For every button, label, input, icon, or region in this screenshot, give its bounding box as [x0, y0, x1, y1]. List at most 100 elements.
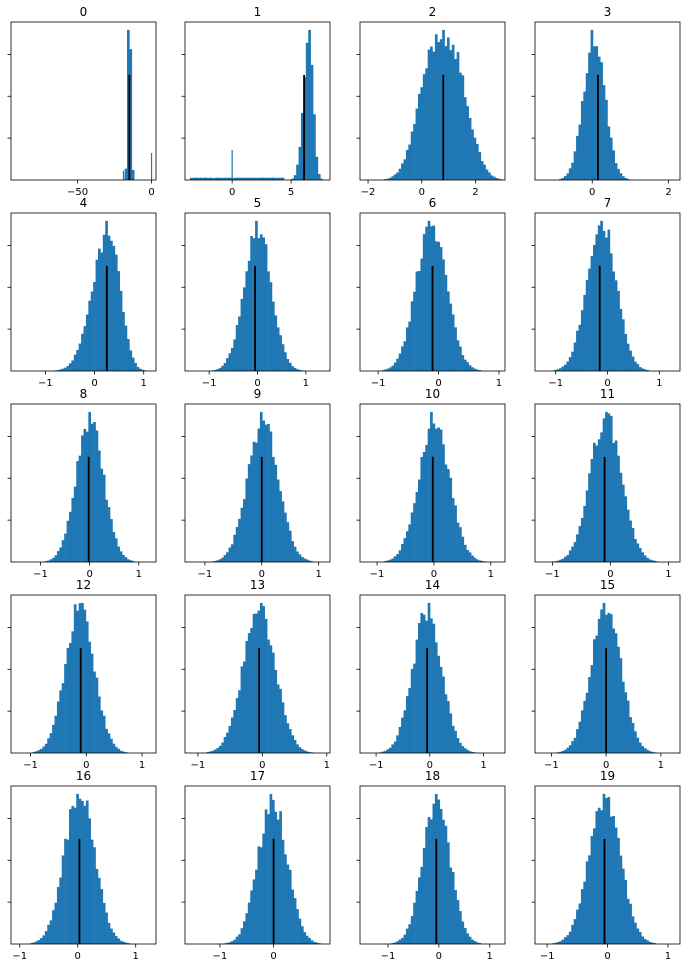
histogram-bar — [264, 809, 268, 944]
histogram-bar — [447, 842, 450, 944]
histogram-bar — [233, 339, 236, 371]
histogram-bar — [40, 748, 43, 753]
histogram-bar — [284, 352, 287, 371]
histogram-bar — [578, 903, 582, 944]
histogram-bar — [415, 639, 419, 753]
histogram-bar — [456, 738, 460, 753]
histogram-bar — [129, 350, 133, 371]
histogram-bar — [105, 499, 108, 562]
histogram-bar — [228, 547, 232, 562]
x-tick-label: 0 — [604, 378, 610, 389]
histogram-bar — [73, 486, 77, 562]
histogram-bar — [47, 560, 50, 562]
histogram-bar — [223, 737, 227, 753]
histogram-bar — [405, 928, 409, 944]
histogram-bar — [66, 520, 70, 562]
histogram-bar — [264, 177, 268, 180]
histogram-bar — [597, 807, 601, 944]
histogram-bar — [561, 178, 565, 180]
histogram-bar — [102, 234, 106, 371]
histogram-bar — [238, 690, 241, 753]
histogram-bar — [622, 868, 625, 944]
histogram-bar — [216, 748, 220, 753]
histogram-bar — [267, 177, 270, 180]
histogram-bar — [588, 52, 591, 181]
histogram-bar — [286, 522, 290, 562]
histogram-bar — [233, 939, 236, 944]
histogram-bar — [221, 177, 224, 180]
histogram-bar — [393, 174, 397, 180]
histogram-bar — [386, 749, 390, 753]
histogram-bar — [49, 733, 53, 753]
histogram-bar — [71, 631, 75, 753]
histogram-bar — [141, 369, 145, 371]
histogram-bar — [631, 356, 635, 371]
histogram-bar — [73, 354, 77, 371]
histogram-bar — [648, 559, 652, 562]
subplot-16: −1 0 1 16 — [7, 769, 157, 962]
x-tick-label: −1 — [540, 951, 555, 962]
histogram-bar — [76, 793, 79, 944]
histogram-bar — [110, 738, 113, 753]
histogram-bar — [305, 751, 309, 753]
histogram-bar — [317, 943, 321, 944]
histogram-bar — [554, 369, 557, 371]
histogram-bar — [90, 839, 94, 944]
histogram-bar — [98, 248, 101, 371]
histogram-bar — [451, 872, 455, 944]
histogram-bar — [403, 710, 407, 753]
histogram-bar — [259, 847, 263, 944]
histogram-bar — [593, 46, 596, 180]
histogram-bar — [291, 178, 294, 180]
histogram-bar — [214, 560, 217, 562]
histogram-bar — [561, 558, 565, 562]
histogram-bar — [281, 839, 285, 944]
histogram-bar — [617, 455, 620, 562]
histogram-bar — [478, 942, 482, 944]
x-tick-label: 0 — [83, 760, 89, 771]
histogram-bar — [427, 817, 431, 944]
subplot-title: 12 — [76, 578, 91, 592]
histogram-bar — [430, 618, 433, 753]
histogram-bar — [243, 287, 246, 371]
histogram-bar — [576, 135, 579, 180]
histogram-bar — [432, 423, 436, 562]
x-tick-label: 1 — [480, 760, 486, 771]
histogram-bar — [651, 751, 654, 753]
histogram-bar — [214, 177, 217, 180]
histogram-bar — [90, 423, 94, 562]
histogram-bar — [269, 177, 273, 180]
histogram-bar — [590, 29, 594, 181]
histogram-bar — [214, 749, 217, 753]
subplot-8: −1 0 1 8 — [7, 387, 157, 580]
histogram-bar — [564, 937, 567, 944]
histogram-bar — [298, 146, 302, 180]
histogram-bar — [408, 321, 411, 371]
histogram-bar — [235, 936, 239, 944]
histogram-bar — [573, 542, 577, 562]
histogram-bar — [250, 236, 253, 371]
histogram-bar — [646, 749, 649, 753]
subplot-10: −1 0 1 10 — [356, 387, 506, 580]
axes-frame — [184, 594, 331, 754]
histogram-bar — [463, 748, 467, 753]
histogram-bar — [88, 411, 91, 562]
histogram-bar — [456, 52, 460, 180]
histogram-bar — [293, 546, 297, 562]
histogram-bar — [230, 717, 234, 753]
histogram-bar — [629, 903, 632, 944]
subplot-title: 14 — [425, 578, 440, 592]
histogram-bar — [398, 550, 402, 562]
histogram-bar — [559, 178, 562, 180]
histogram-bar — [136, 366, 140, 371]
histogram-bar — [235, 177, 239, 180]
histogram-bar — [284, 715, 287, 753]
histogram-bar — [189, 177, 193, 180]
histogram-bar — [223, 177, 227, 180]
subplot-title: 13 — [250, 578, 265, 592]
histogram-bar — [600, 62, 603, 180]
histogram-bar — [88, 641, 91, 753]
histogram-bar — [310, 561, 314, 562]
histogram-bar — [425, 226, 428, 371]
